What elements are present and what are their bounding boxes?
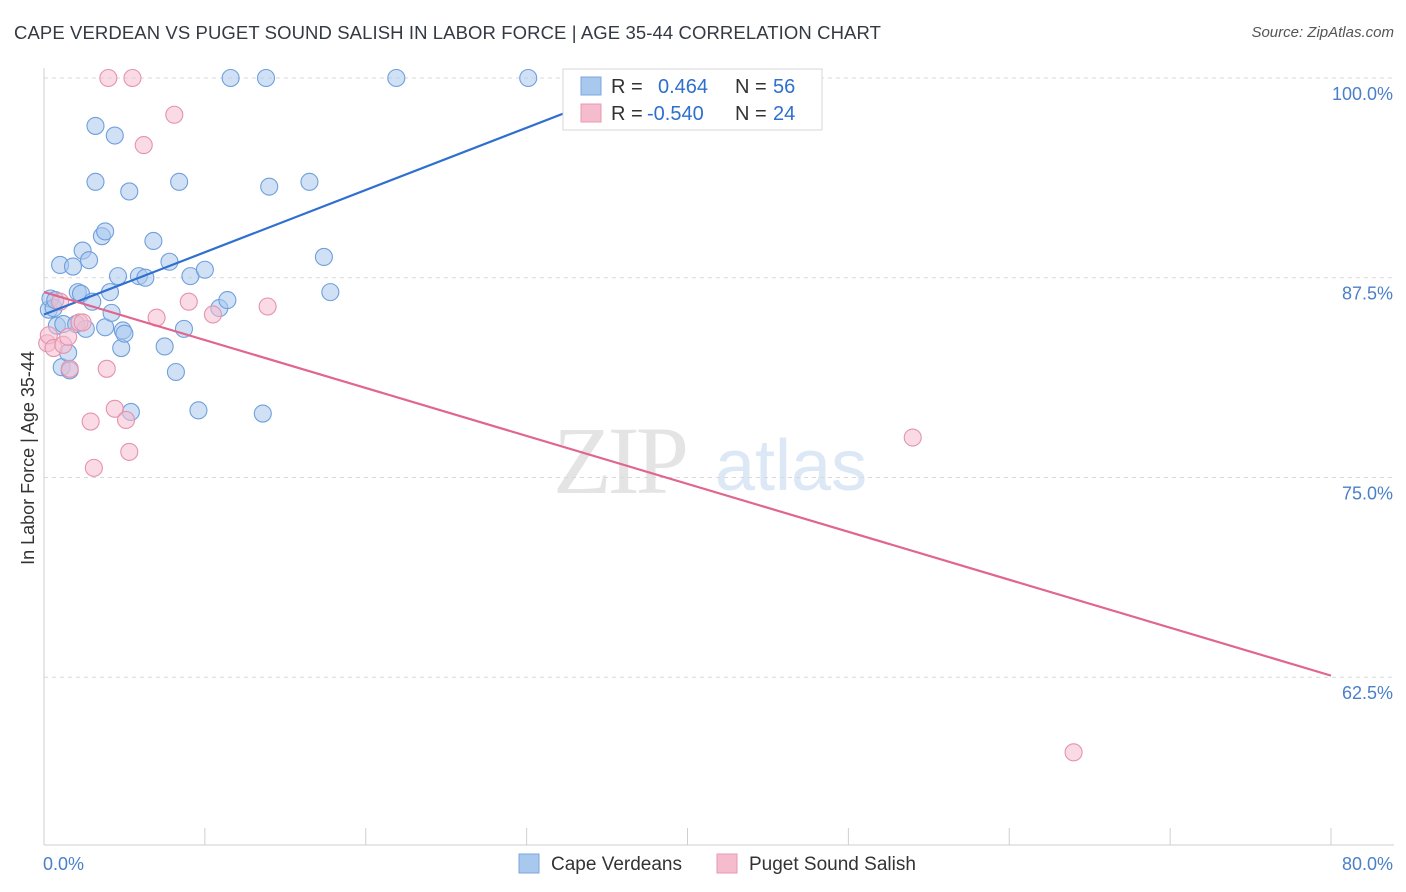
puget-sound-salish-point [120,442,139,461]
puget-sound-salish-point [179,292,198,311]
legend-r-label-1: R = [611,76,643,98]
puget-sound-salish-point [165,105,184,124]
data-points [38,68,1083,762]
gridlines [44,77,1394,678]
puget-sound-salish-point [99,68,118,88]
cape-verdeans-point [166,362,185,382]
cape-verdeans-point [253,404,272,423]
cape-verdeans-point [300,172,319,191]
puget-sound-salish-point [123,68,142,88]
cape-verdeans-point [108,267,128,286]
cape-verdeans-point [189,401,208,420]
series-legend: Cape Verdeans Puget Sound Salish [518,853,916,875]
cape-verdeans-point [120,182,139,201]
cape-verdeans-point [256,68,276,88]
y-tick-label: 87.5% [1342,284,1393,304]
x-tick-labels: 0.0% 80.0% [43,854,1393,874]
cape-verdeans-point [221,68,240,88]
puget-sound-salish-point [903,428,922,447]
puget-sound-salish-point [116,410,136,429]
legend-n-value-2: 24 [773,103,795,125]
cape-verdeans-point [144,231,163,251]
puget-sound-salish-point [84,458,103,477]
cape-verdeans-trend-line [43,76,656,316]
legend-r-value-1: 0.464 [658,76,708,98]
puget-sound-salish-point [134,136,153,155]
legend-swatch-blue [580,76,602,96]
series-legend-label-puget-sound-salish: Puget Sound Salish [749,854,916,875]
y-tick-label: 75.0% [1342,483,1393,503]
watermark-atlas: atlas [715,426,867,506]
cape-verdeans-point [170,172,189,191]
cape-verdeans-point [63,257,83,276]
puget-sound-salish-point [105,399,124,418]
series-legend-swatch-puget-sound-salish [716,853,738,874]
correlation-legend: R = 0.464 N = 56 R = -0.540 N = 24 [562,68,823,131]
y-tick-label: 62.5% [1342,683,1393,703]
cape-verdeans-point [86,116,105,135]
puget-sound-salish-point [81,412,100,431]
x-tick-label: 0.0% [43,854,84,874]
cape-verdeans-point [155,337,174,356]
cape-verdeans-point [96,222,115,241]
series-legend-swatch-cape-verdeans [518,853,540,874]
cape-verdeans-point [387,68,406,88]
cape-verdeans-point [260,177,279,196]
cape-verdeans-point [86,172,105,191]
legend-r-label-2: R = [611,103,643,125]
cape-verdeans-point [79,251,99,270]
puget-sound-salish-point [1064,743,1083,762]
puget-sound-salish-point [59,327,78,346]
x-tick-label: 80.0% [1342,854,1393,874]
legend-swatch-pink [580,103,602,123]
axes [43,68,1394,846]
chart-title: CAPE VERDEAN VS PUGET SOUND SALISH IN LA… [14,22,882,43]
puget-sound-salish-point [97,359,116,378]
legend-n-value-1: 56 [773,76,795,98]
legend-n-label-2: N = [735,103,767,125]
cape-verdeans-point [314,247,333,267]
cape-verdeans-point [115,324,134,343]
y-axis-title: In Labor Force | Age 35-44 [18,351,38,565]
y-tick-labels: 100.0% 87.5% 75.0% 62.5% [1332,84,1393,703]
cape-verdeans-point [218,291,237,310]
puget-sound-salish-point [203,305,222,324]
legend-r-value-2: -0.540 [647,103,704,125]
legend-box [562,68,823,131]
puget-sound-salish-point [258,297,277,316]
watermark-zip: ZIP [553,407,686,514]
legend-n-label-1: N = [735,76,767,98]
cape-verdeans-point [321,283,340,302]
series-legend-label-cape-verdeans: Cape Verdeans [551,854,682,875]
cape-verdeans-point [105,126,124,145]
trend-lines [43,76,1332,677]
puget-sound-salish-trend-line [43,291,1332,677]
puget-sound-salish-point [60,359,79,378]
chart-source: Source: ZipAtlas.com [1251,24,1394,41]
y-tick-label: 100.0% [1332,84,1393,104]
puget-sound-salish-point [73,313,92,332]
cape-verdeans-point [195,260,214,279]
cape-verdeans-point [519,68,538,88]
